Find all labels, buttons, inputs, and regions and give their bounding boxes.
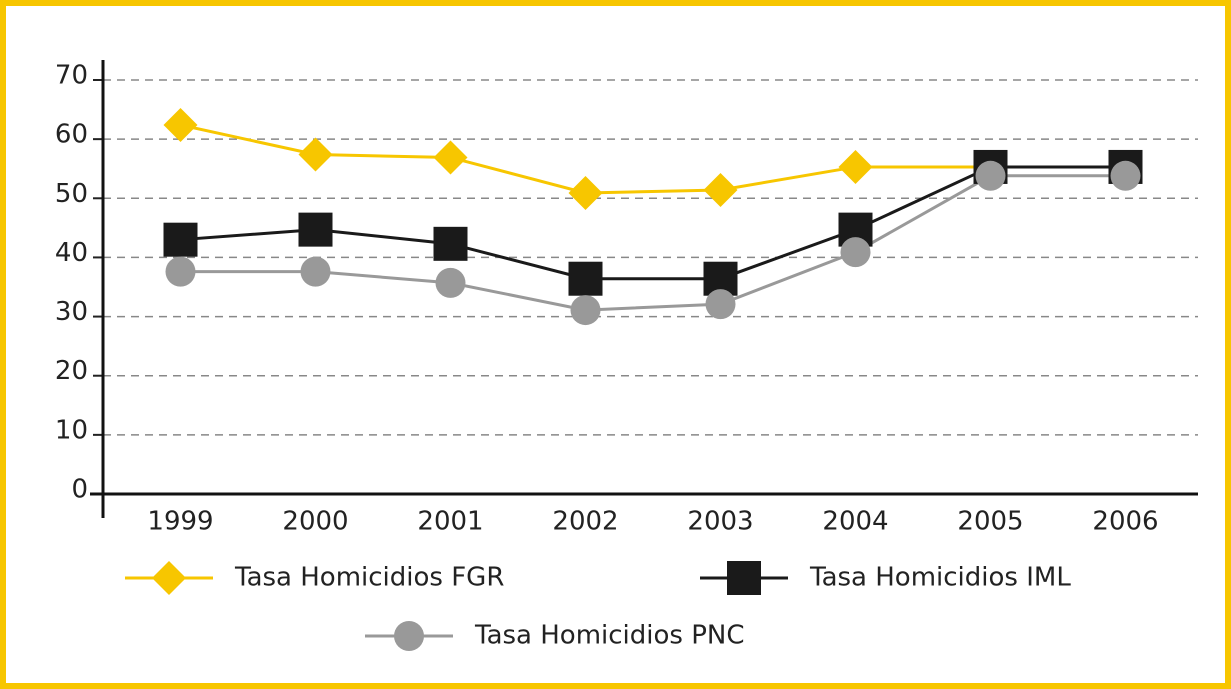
y-tick-label: 0 bbox=[71, 475, 88, 505]
marker bbox=[300, 256, 331, 287]
x-tick-label: 2003 bbox=[687, 507, 753, 537]
marker bbox=[152, 561, 186, 595]
x-tick-label: 2000 bbox=[282, 507, 348, 537]
legend-label: Tasa Homicidios IML bbox=[809, 563, 1071, 593]
marker bbox=[568, 175, 603, 210]
marker bbox=[298, 212, 333, 247]
y-tick-label: 40 bbox=[55, 238, 88, 268]
legend-label: Tasa Homicidios FGR bbox=[234, 563, 504, 593]
marker bbox=[298, 137, 333, 172]
marker bbox=[570, 295, 601, 326]
x-tick-label: 2005 bbox=[957, 507, 1023, 537]
y-tick-label: 70 bbox=[55, 61, 88, 91]
marker bbox=[705, 289, 736, 320]
marker bbox=[163, 107, 198, 142]
marker bbox=[975, 160, 1006, 191]
x-tick-label: 2006 bbox=[1092, 507, 1158, 537]
x-tick-label: 2002 bbox=[552, 507, 618, 537]
series-line bbox=[180, 165, 1126, 281]
marker bbox=[727, 561, 761, 595]
y-tick-label: 50 bbox=[55, 179, 88, 209]
marker bbox=[703, 173, 738, 208]
x-tick-label: 2004 bbox=[822, 507, 888, 537]
marker bbox=[568, 261, 603, 296]
marker bbox=[838, 149, 873, 184]
marker bbox=[840, 237, 871, 268]
y-tick-label: 10 bbox=[55, 415, 88, 445]
marker bbox=[1110, 160, 1141, 191]
x-tick-label: 2001 bbox=[417, 507, 483, 537]
y-tick-label: 60 bbox=[55, 120, 88, 150]
series-line bbox=[180, 174, 1126, 312]
y-tick-label: 30 bbox=[55, 297, 88, 327]
marker bbox=[163, 222, 198, 257]
y-tick-label: 20 bbox=[55, 356, 88, 386]
series-line bbox=[180, 123, 1126, 195]
marker bbox=[165, 256, 196, 287]
marker bbox=[433, 226, 468, 261]
x-tick-label: 1999 bbox=[147, 507, 213, 537]
marker bbox=[433, 140, 468, 175]
marker bbox=[394, 621, 424, 651]
legend-label: Tasa Homicidios PNC bbox=[474, 621, 745, 651]
marker bbox=[435, 267, 466, 298]
